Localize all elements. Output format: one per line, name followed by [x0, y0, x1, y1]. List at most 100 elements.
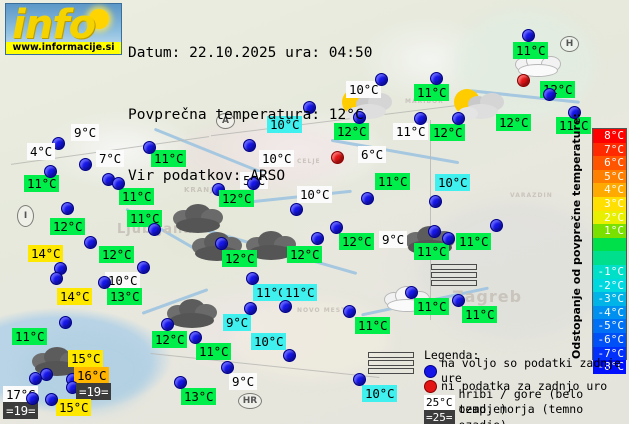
station-temperature-label: 11°C [414, 298, 450, 315]
station-dot[interactable] [414, 112, 427, 125]
scale-row: 5°C [593, 169, 626, 184]
station-dot[interactable] [452, 112, 465, 125]
station-temperature-label: 7°C [96, 150, 124, 167]
scale-row: 3°C [593, 196, 626, 211]
station-dot[interactable] [290, 203, 303, 216]
station-dot[interactable] [490, 219, 503, 232]
station-dot[interactable] [161, 318, 174, 331]
station-temperature-label: =19= [76, 383, 112, 400]
station-dot[interactable] [112, 177, 125, 190]
station-dot[interactable] [283, 349, 296, 362]
station-temperature-label: 11°C [556, 117, 592, 134]
scale-row [593, 251, 626, 265]
header-date: Datum: 22.10.2025 ura: 04:50 [128, 45, 373, 61]
station-dot[interactable] [29, 372, 42, 385]
country-code-marker: HR [238, 393, 262, 409]
station-dot[interactable] [279, 300, 292, 313]
station-dot[interactable] [143, 141, 156, 154]
legend: Legenda: na voljo so podatki zadnje ure n… [424, 348, 629, 424]
station-dot[interactable] [343, 305, 356, 318]
station-temperature-label: 12°C [219, 190, 255, 207]
temperature-deviation-scale: Odstopanje od povprečne temperature: 8°C… [568, 113, 628, 374]
station-dot-no-data[interactable] [331, 151, 344, 164]
station-dot[interactable] [174, 376, 187, 389]
station-dot[interactable] [522, 29, 535, 42]
station-temperature-label: 11°C [24, 175, 60, 192]
station-temperature-label: 12°C [430, 124, 466, 141]
station-dot[interactable] [189, 331, 202, 344]
scale-row: 7°C [593, 142, 626, 157]
scale-title: Odstopanje od povprečne temperature: [570, 113, 583, 359]
station-dot[interactable] [429, 195, 442, 208]
scale-row: -1°C [593, 264, 626, 279]
station-dot[interactable] [137, 261, 150, 274]
station-temperature-label: 9°C [71, 124, 99, 141]
station-temperature-label: =19= [3, 402, 39, 419]
station-temperature-label: 12°C [496, 114, 532, 131]
station-dot[interactable] [26, 392, 39, 405]
city-name: NOVO MESTO [297, 307, 353, 314]
station-dot[interactable] [50, 272, 63, 285]
station-dot[interactable] [311, 232, 324, 245]
station-dot[interactable] [428, 225, 441, 238]
station-temperature-label: 10°C [105, 272, 141, 289]
station-dot[interactable] [45, 393, 58, 406]
station-dot[interactable] [215, 237, 228, 250]
station-temperature-label: 11°C [513, 42, 549, 59]
station-dot-no-data[interactable] [517, 74, 530, 87]
scale-row: 1°C [593, 224, 626, 238]
station-temperature-label: 11°C [375, 173, 411, 190]
station-dot[interactable] [452, 294, 465, 307]
station-temperature-label: 12°C [287, 246, 323, 263]
station-dot[interactable] [568, 106, 581, 119]
country-code-marker: A [216, 113, 235, 129]
station-dot[interactable] [59, 316, 72, 329]
station-dot[interactable] [247, 177, 260, 190]
station-dot[interactable] [442, 232, 455, 245]
station-dot[interactable] [246, 272, 259, 285]
station-dot[interactable] [61, 202, 74, 215]
station-dot[interactable] [375, 73, 388, 86]
station-temperature-label: 14°C [28, 245, 64, 262]
hatched-area-icon [431, 264, 477, 286]
station-dot[interactable] [84, 236, 97, 249]
station-dot[interactable] [361, 192, 374, 205]
city-name: CELJE [297, 158, 321, 165]
station-dot[interactable] [543, 88, 556, 101]
station-dot[interactable] [430, 72, 443, 85]
station-dot[interactable] [353, 111, 366, 124]
scale-row: 6°C [593, 156, 626, 170]
station-temperature-label: 12°C [99, 246, 135, 263]
station-dot[interactable] [44, 165, 57, 178]
station-temperature-label: 12°C [50, 218, 86, 235]
station-dot[interactable] [148, 223, 161, 236]
legend-item-text: hribi / gore (belo ozadje) [458, 386, 584, 417]
station-dot[interactable] [353, 373, 366, 386]
station-temperature-label: 11°C [127, 210, 163, 227]
legend-item: 25°C hribi / gore (belo ozadje) [424, 387, 629, 416]
station-dot[interactable] [221, 361, 234, 374]
site-logo[interactable]: info www.informacije.si [5, 2, 122, 55]
station-temperature-label: 10°C [362, 385, 398, 402]
station-dot[interactable] [79, 158, 92, 171]
station-temperature-label: 9°C [229, 373, 257, 390]
sun-behind-cloud-icon [452, 88, 508, 122]
dark-cloud-icon [165, 297, 221, 331]
station-temperature-label: 15°C [56, 399, 92, 416]
legend-item: =25=temp. morja (temno ozadje) [424, 402, 629, 424]
station-temperature-label: 13°C [181, 388, 217, 405]
station-dot[interactable] [303, 101, 316, 114]
station-dot[interactable] [405, 286, 418, 299]
station-dot[interactable] [244, 302, 257, 315]
station-temperature-label: 12°C [152, 331, 188, 348]
station-temperature-label: 6°C [358, 146, 386, 163]
station-dot[interactable] [243, 139, 256, 152]
legend-sample-box: 25°C [424, 394, 455, 410]
station-dot[interactable] [330, 221, 343, 234]
station-temperature-label: 11°C [393, 123, 429, 140]
city-name: Zagreb [452, 287, 523, 306]
station-temperature-label: 9°C [223, 314, 251, 331]
station-dot[interactable] [98, 276, 111, 289]
station-temperature-label: 10°C [346, 81, 382, 98]
